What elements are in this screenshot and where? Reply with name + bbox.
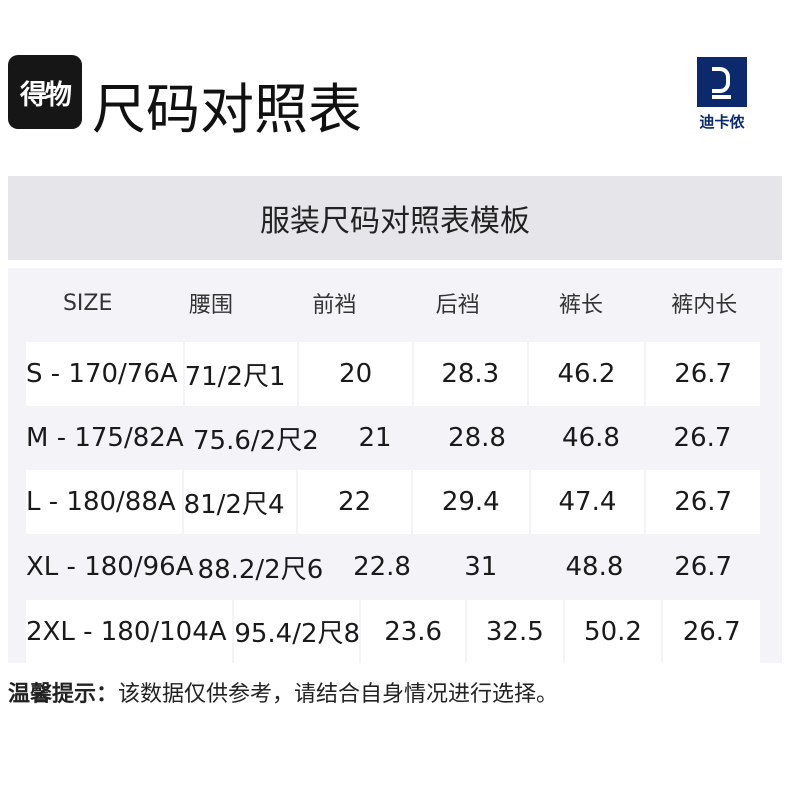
table-row: XL - 180/96A 88.2/2尺6 22.8 31 48.8 26.7 bbox=[26, 535, 762, 599]
table-cell: S - 170/76A bbox=[26, 342, 183, 406]
table-cell: 28.8 bbox=[448, 423, 506, 453]
size-table: SIZE 腰围 前裆 后裆 裤长 裤内长 S - 170/76A 71/2尺1 … bbox=[8, 268, 782, 663]
column-header: 前裆 bbox=[312, 293, 357, 318]
column-header: 裤内长 bbox=[671, 293, 738, 318]
tip-text: 该数据仅供参考，请结合自身情况进行选择。 bbox=[118, 682, 559, 707]
table-cell: 46.8 bbox=[562, 423, 620, 453]
table-cell: 46.2 bbox=[528, 342, 645, 406]
table-cell: XL - 180/96A bbox=[26, 552, 194, 582]
table-row: S - 170/76A 71/2尺1 20 28.3 46.2 26.7 bbox=[26, 342, 762, 406]
column-header: SIZE bbox=[62, 290, 113, 316]
page-title: 尺码对照表 bbox=[92, 78, 362, 141]
table-cell: 26.7 bbox=[674, 552, 733, 582]
table-cell: 26.7 bbox=[646, 342, 760, 406]
table-cell: 21 bbox=[358, 423, 392, 453]
table-cell: 2XL - 180/104A bbox=[26, 600, 233, 663]
column-header: 腰围 bbox=[188, 293, 233, 318]
table-cell: 29.4 bbox=[412, 470, 529, 534]
table-cell: 50.2 bbox=[564, 600, 662, 663]
table-cell: 47.4 bbox=[530, 470, 645, 534]
table-cell: 81/2尺4 bbox=[183, 470, 297, 534]
table-cell: 95.4/2尺8 bbox=[234, 600, 360, 663]
tip-note: 温馨提示：该数据仅供参考，请结合自身情况进行选择。 bbox=[8, 676, 558, 708]
banner-title: 服装尺码对照表模板 bbox=[260, 204, 530, 239]
table-cell: 22 bbox=[298, 470, 411, 534]
table-cell: 28.3 bbox=[413, 342, 527, 406]
table-cell: 31 bbox=[464, 552, 498, 582]
logo-text: 得物 bbox=[20, 79, 72, 111]
table-cell: 75.6/2尺2 bbox=[193, 425, 319, 456]
table-cell: 26.7 bbox=[673, 423, 732, 453]
table-cell: 32.5 bbox=[466, 600, 563, 663]
table-banner: 服装尺码对照表模板 bbox=[8, 176, 782, 260]
table-cell: 26.7 bbox=[663, 600, 760, 663]
brand-mark-icon bbox=[697, 57, 747, 107]
table-row: L - 180/88A 81/2尺4 22 29.4 47.4 26.7 bbox=[26, 470, 762, 534]
table-header: SIZE 腰围 前裆 后裆 裤长 裤内长 bbox=[26, 268, 766, 338]
table-cell: 88.2/2尺6 bbox=[197, 554, 324, 585]
column-header: 裤长 bbox=[558, 293, 603, 318]
tip-label: 温馨提示： bbox=[8, 682, 119, 707]
table-cell: 20 bbox=[299, 342, 412, 406]
table-cell: 26.7 bbox=[646, 470, 760, 534]
table-cell: 71/2尺1 bbox=[184, 342, 298, 406]
table-cell: 48.8 bbox=[565, 552, 624, 582]
table-row: M - 175/82A 75.6/2尺2 21 28.8 46.8 26.7 bbox=[26, 406, 762, 470]
column-header: 后裆 bbox=[435, 293, 480, 318]
brand-name: 迪卡侬 bbox=[699, 113, 745, 131]
decathlon-logo: 迪卡侬 bbox=[696, 57, 748, 132]
dewu-logo: 得物 bbox=[8, 55, 82, 129]
table-cell: 23.6 bbox=[361, 600, 465, 663]
table-cell: L - 180/88A bbox=[26, 470, 182, 534]
table-cell: 22.8 bbox=[353, 552, 411, 582]
table-row: 2XL - 180/104A 95.4/2尺8 23.6 32.5 50.2 2… bbox=[26, 600, 762, 663]
table-cell: M - 175/82A bbox=[26, 423, 184, 453]
